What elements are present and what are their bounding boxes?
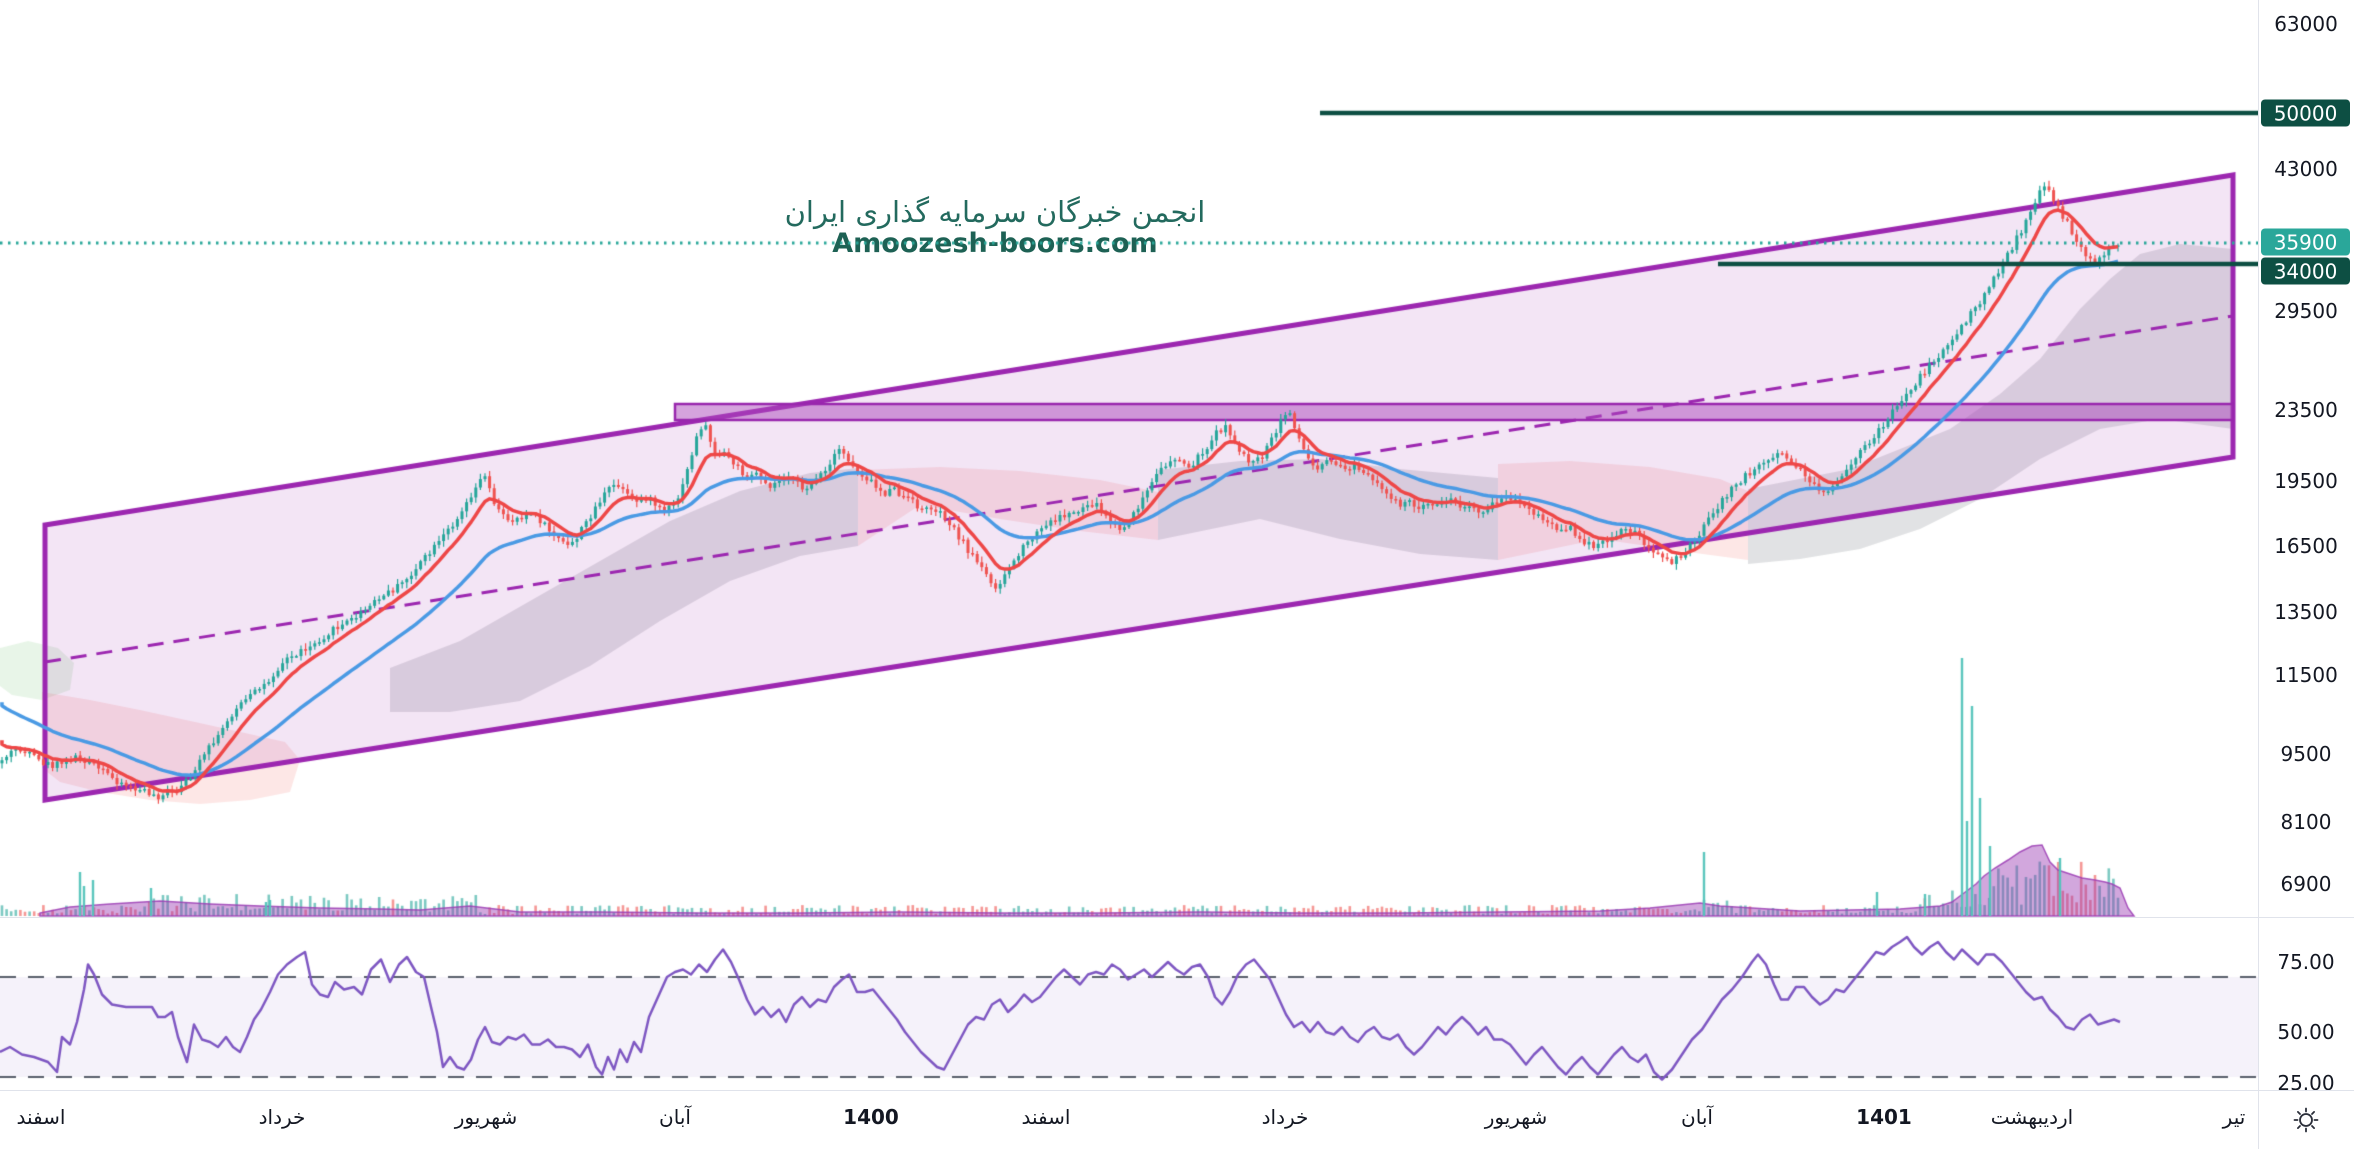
time-tick-label: خرداد: [1261, 1105, 1309, 1129]
rsi-tick-label: 50.00: [2277, 1020, 2335, 1044]
price-tick-label: 16500: [2274, 534, 2338, 558]
price-level-badge: 35900: [2261, 228, 2350, 256]
price-tick-label: 6900: [2280, 872, 2332, 896]
time-tick-label: اسفند: [16, 1105, 66, 1129]
sun-icon: [2293, 1107, 2319, 1133]
time-tick-label: اردیبهشت: [1990, 1105, 2074, 1129]
time-tick-label: آبان: [1681, 1105, 1713, 1129]
time-tick-label: شهریور: [1484, 1105, 1548, 1129]
time-axis[interactable]: اسفند خرداد شهریور آبان 1400 اسفند خرداد شهریور…: [0, 1090, 2354, 1149]
time-tick-label: شهریور: [454, 1105, 518, 1129]
price-tick-label: 9500: [2280, 742, 2332, 766]
time-tick-label: اسفند: [1021, 1105, 1071, 1129]
price-level-badge: 50000: [2261, 99, 2350, 127]
price-axis[interactable]: 63000 43000 29500 23500 19500 16500 13500 11500…: [2258, 0, 2354, 1149]
time-tick-label: خرداد: [258, 1105, 306, 1129]
time-tick-label: تیر: [2222, 1105, 2246, 1129]
time-tick-label: آبان: [659, 1105, 691, 1129]
rsi-tick-label: 75.00: [2277, 950, 2335, 974]
appearance-settings-button[interactable]: [2288, 1102, 2324, 1138]
price-tick-label: 29500: [2274, 299, 2338, 323]
price-tick-label: 43000: [2274, 157, 2338, 181]
price-tick-label: 11500: [2274, 663, 2338, 687]
price-tick-label: 13500: [2274, 600, 2338, 624]
price-tick-label: 23500: [2274, 398, 2338, 422]
price-level-badge: 34000: [2261, 257, 2350, 285]
price-axis-border: [2258, 0, 2259, 1149]
time-tick-label: 1400: [843, 1105, 899, 1129]
price-tick-label: 63000: [2274, 12, 2338, 36]
time-tick-label: 1401: [1856, 1105, 1912, 1129]
price-chart-canvas[interactable]: [0, 0, 2258, 1090]
price-tick-label: 8100: [2280, 810, 2332, 834]
rsi-pane-divider[interactable]: [0, 917, 2354, 918]
price-tick-label: 19500: [2274, 469, 2338, 493]
